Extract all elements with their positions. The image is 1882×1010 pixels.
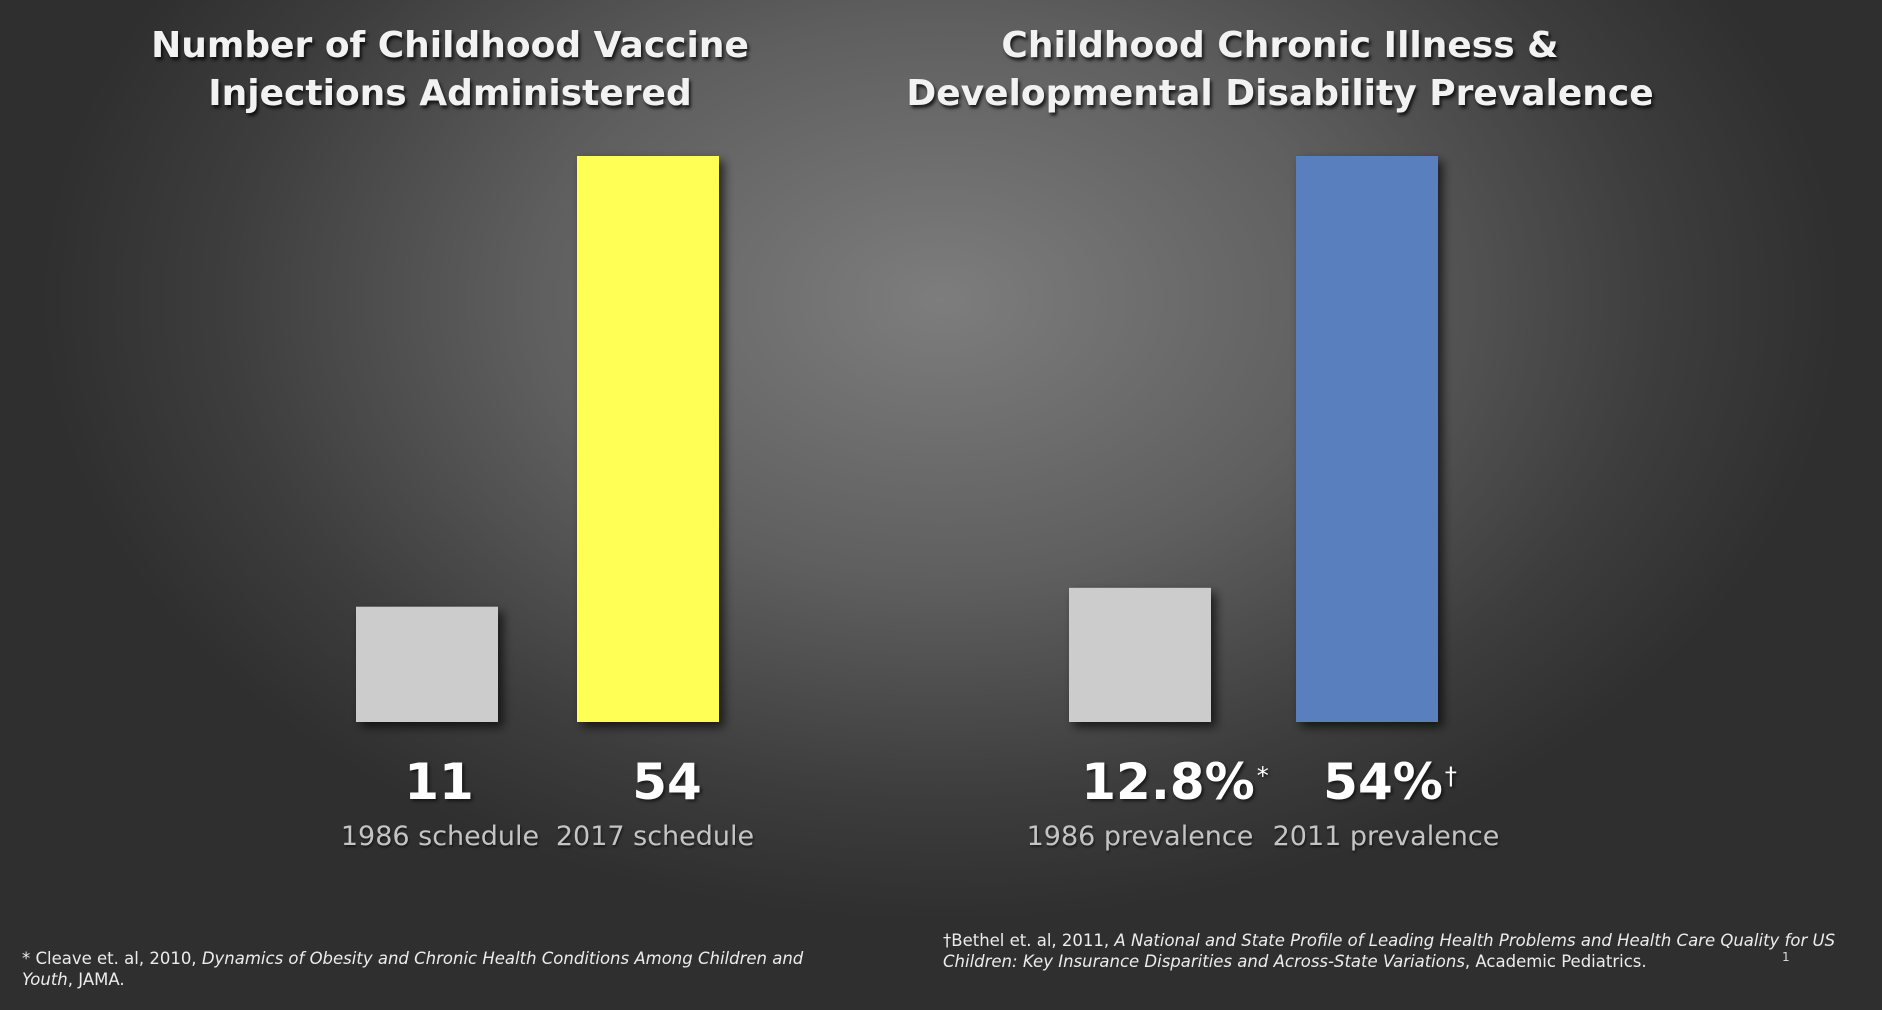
bar-value-text: 12.8%: [1081, 753, 1255, 811]
bar-value-1986-prevalence: 12.8%*: [1081, 750, 1268, 814]
bar-value-2017-injections: 54: [632, 750, 704, 814]
bar-value-text: 54%: [1323, 753, 1443, 811]
bar-value-text: 54: [632, 753, 702, 811]
chart-title-vaccine-injections: Number of Childhood Vaccine Injections A…: [30, 22, 870, 118]
footnote-citation-title: Dynamics of Obesity and Chronic Health C…: [22, 949, 804, 989]
slide-number: 1: [1782, 950, 1790, 964]
bar-2017-injections: [577, 156, 719, 722]
bar-value-text: 11: [404, 753, 474, 811]
chart-title-line-2: Developmental Disability Prevalence: [906, 73, 1654, 114]
bar-1986-injections: [356, 606, 498, 722]
chart-title-line-1: Childhood Chronic Illness &: [1001, 25, 1559, 66]
footnote-text: * Cleave et. al, 2010,: [22, 949, 202, 968]
footnote-cleave: * Cleave et. al, 2010, Dynamics of Obesi…: [22, 948, 822, 990]
chart-title-chronic-illness: Childhood Chronic Illness & Developmenta…: [780, 22, 1780, 118]
category-label-1986-schedule: 1986 schedule: [340, 821, 540, 852]
bar-2011-prevalence: [1296, 156, 1438, 722]
footnote-marker-asterisk: *: [1256, 762, 1269, 790]
bar-value-2011-prevalence: 54%†: [1323, 750, 1457, 814]
footnote-text: , Academic Pediatrics.: [1464, 952, 1647, 971]
category-label-1986-prevalence: 1986 prevalence: [1026, 821, 1254, 852]
bar-value-1986-injections: 11: [404, 750, 476, 814]
footnote-text: †Bethel et. al, 2011,: [943, 931, 1115, 950]
footnote-text: , JAMA.: [67, 970, 125, 989]
footnote-bethel: †Bethel et. al, 2011, A National and Sta…: [943, 930, 1863, 972]
chart-title-line-2: Injections Administered: [208, 73, 692, 114]
chart-title-line-1: Number of Childhood Vaccine: [151, 25, 749, 66]
category-label-2017-schedule: 2017 schedule: [555, 821, 755, 852]
bar-1986-prevalence: [1069, 587, 1211, 722]
category-label-2011-prevalence: 2011 prevalence: [1272, 821, 1500, 852]
footnote-citation-title: A National and State Profile of Leading …: [943, 931, 1836, 971]
footnote-marker-dagger: †: [1444, 762, 1457, 790]
